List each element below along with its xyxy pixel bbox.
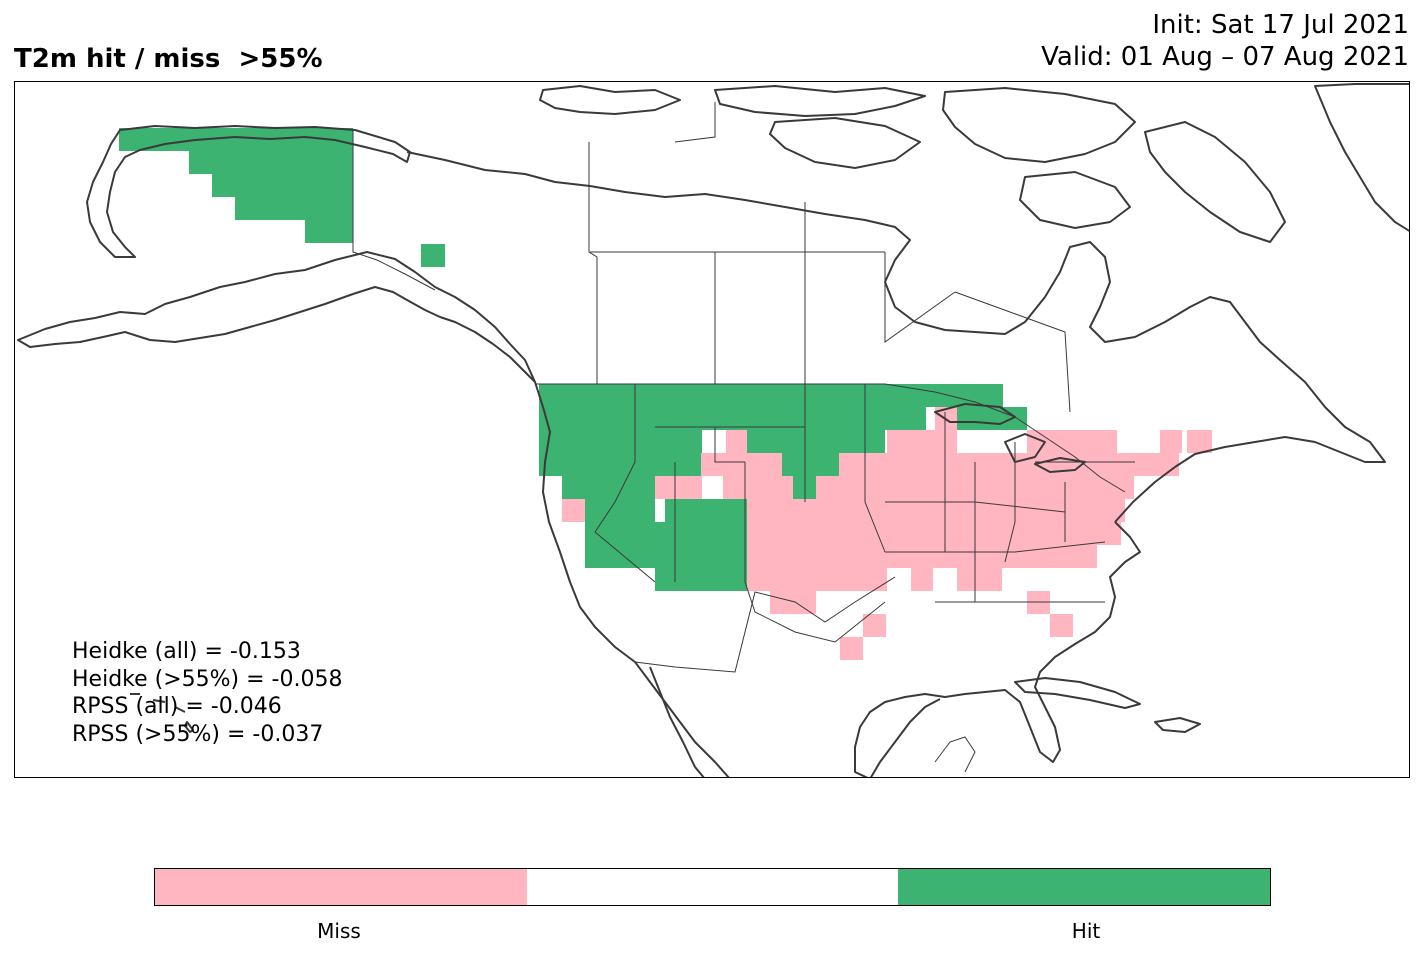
miss-cell	[911, 568, 933, 591]
map-title: T2m hit / miss >55%	[14, 44, 323, 74]
hit-cell	[539, 430, 702, 453]
hawaii-islands	[130, 693, 194, 733]
arctic-island-5	[1019, 171, 1131, 229]
hit-cell	[539, 407, 926, 430]
colorbar-miss-segment	[155, 869, 527, 905]
arctic-island-4	[942, 87, 1136, 163]
miss-cell	[1187, 430, 1212, 453]
hit-cell	[585, 545, 747, 568]
hit-cell	[189, 151, 353, 174]
alaska-north-coast	[86, 125, 411, 258]
hit-cell	[585, 499, 655, 522]
alaska-coast	[17, 251, 536, 383]
miss-cell	[770, 591, 816, 614]
hit-cell	[665, 499, 747, 522]
colorbar	[154, 868, 1271, 906]
valid-period-label: Valid: 01 Aug – 07 Aug 2021	[1041, 42, 1409, 72]
hit-cell	[782, 453, 839, 476]
arctic-island-3	[769, 117, 921, 169]
hit-cell	[655, 522, 747, 545]
rpss-55-score: RPSS (>55%) = -0.037	[72, 721, 324, 747]
baffin-island	[1144, 121, 1286, 243]
arctic-island-1	[539, 85, 681, 115]
hit-cell	[305, 220, 353, 243]
heidke-55-score: Heidke (>55%) = -0.058	[72, 666, 343, 692]
hit-cell	[539, 384, 1003, 407]
miss-cell	[747, 568, 887, 591]
map-frame: Heidke (all) = -0.153 Heidke (>55%) = -0…	[14, 81, 1410, 778]
miss-cell	[655, 476, 702, 499]
alaska-canada-border	[352, 130, 436, 291]
hit-cell	[235, 197, 353, 220]
miss-cell	[863, 614, 886, 637]
cuba	[1014, 677, 1141, 709]
miss-cell	[1027, 430, 1117, 453]
colorbar-hit-segment	[898, 869, 1271, 905]
us-east-coast	[854, 521, 1141, 777]
coastlines	[17, 83, 1409, 777]
hit-cell	[539, 453, 655, 476]
heidke-all-score: Heidke (all) = -0.153	[72, 639, 301, 664]
colorbar-label-miss: Miss	[317, 919, 361, 943]
rpss-all-score: RPSS (all) = -0.046	[72, 694, 282, 719]
miss-cell	[723, 476, 793, 499]
canada-us-border	[535, 383, 1126, 493]
hit-cell	[655, 453, 701, 476]
us-mexico-border	[634, 576, 896, 673]
miss-cell	[726, 430, 747, 453]
miss-cell	[562, 499, 585, 522]
miss-cell	[701, 453, 782, 476]
baja-california	[649, 666, 705, 777]
hit-miss-grid	[119, 128, 1212, 660]
miss-cell	[1160, 430, 1182, 453]
miss-cell	[839, 453, 1179, 476]
hispaniola	[1154, 717, 1201, 733]
hit-cell	[655, 568, 747, 591]
hit-cell	[562, 476, 655, 499]
hit-cell	[421, 244, 445, 267]
miss-cell	[1050, 614, 1073, 637]
canada-provinces	[588, 102, 1071, 413]
central-america-borders	[934, 736, 976, 773]
hit-cell	[585, 522, 655, 545]
miss-cell	[747, 499, 1125, 522]
hit-cell	[212, 174, 353, 197]
hit-cell	[747, 430, 885, 453]
miss-cell	[747, 545, 1097, 568]
arctic-island-2	[714, 85, 926, 117]
colorbar-neutral-segment	[526, 869, 899, 905]
miss-cell	[980, 568, 1002, 591]
miss-cell	[840, 637, 863, 660]
init-date-label: Init: Sat 17 Jul 2021	[1152, 10, 1409, 40]
hit-cell	[119, 128, 353, 151]
mexico-gulf-coast	[870, 698, 941, 777]
colorbar-label-hit: Hit	[1071, 919, 1101, 943]
canada-north-coast	[406, 151, 1386, 523]
map-canvas	[17, 83, 1409, 777]
us-states	[594, 384, 1135, 643]
greenland-edge	[1314, 83, 1409, 232]
miss-cell	[887, 430, 957, 453]
great-lakes	[934, 403, 1086, 473]
us-west-coast	[534, 381, 730, 777]
skill-scores-box: Heidke (all) = -0.153 Heidke (>55%) = -0…	[72, 638, 342, 748]
miss-cell	[747, 522, 1121, 545]
political-borders	[352, 102, 1135, 773]
